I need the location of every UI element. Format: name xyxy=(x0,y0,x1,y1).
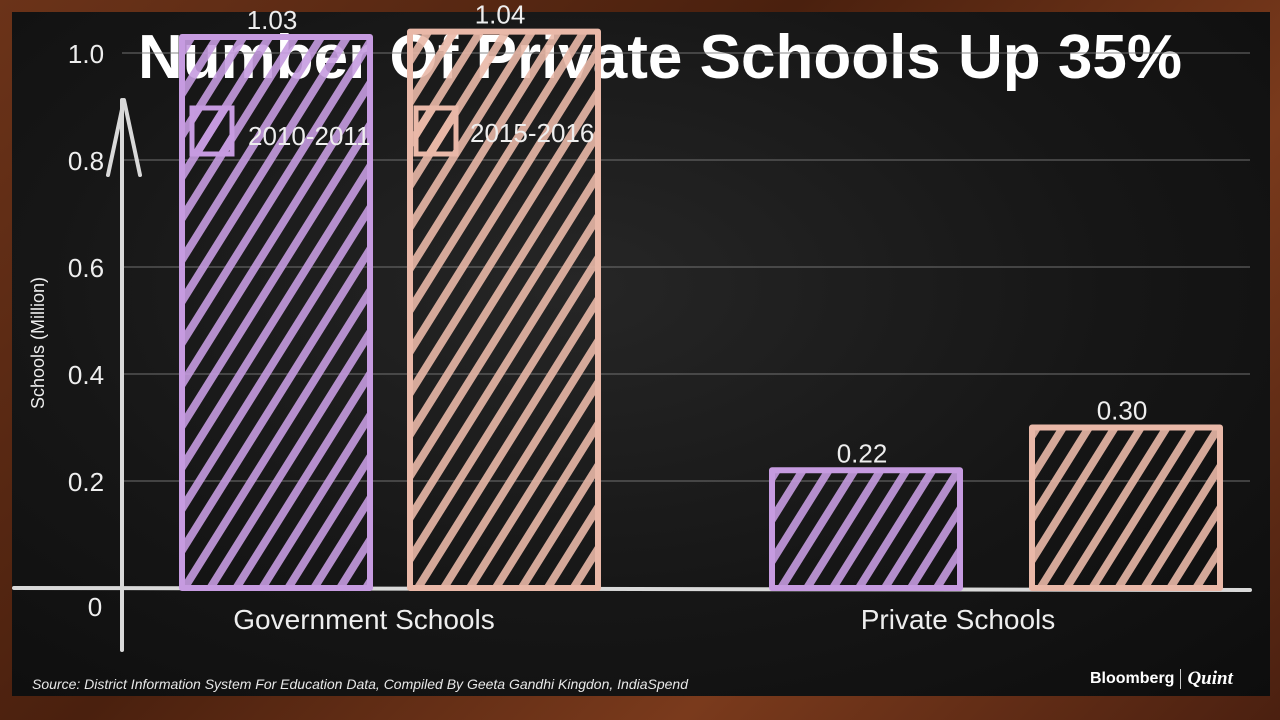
brand-divider xyxy=(1180,669,1182,689)
y-tick-label: 0.8 xyxy=(68,146,104,176)
bar xyxy=(179,33,373,591)
y-axis-arrow xyxy=(106,98,142,177)
source-note: Source: District Information System For … xyxy=(32,676,689,692)
y-tick-label: 0.2 xyxy=(68,467,104,497)
bar-fill xyxy=(1032,427,1220,588)
bar-fill xyxy=(772,470,960,588)
y-tick-label: 0.4 xyxy=(68,360,104,390)
y-tick-label: 0 xyxy=(88,592,102,622)
brand-logo: Bloomberg Quint xyxy=(1090,666,1266,692)
x-category-label: Government Schools xyxy=(233,604,494,635)
brand-bloomberg: Bloomberg xyxy=(1090,670,1175,687)
bar-value-label: 0.22 xyxy=(837,438,888,468)
y-tick-label: 0.6 xyxy=(68,253,104,283)
y-axis-label: Schools (Million) xyxy=(28,277,48,409)
x-category-label: Private Schools xyxy=(861,604,1056,635)
bar-value-label: 1.03 xyxy=(247,5,298,35)
legend-swatch xyxy=(189,105,235,157)
bar-value-label: 1.04 xyxy=(475,0,526,30)
bar xyxy=(1029,424,1223,591)
legend-label: 2015-2016 xyxy=(470,118,594,148)
bar-value-label: 0.30 xyxy=(1097,396,1148,426)
brand-quint: Quint xyxy=(1187,668,1233,689)
bar xyxy=(769,467,963,591)
y-tick-label: 1.0 xyxy=(68,39,104,69)
legend-swatch xyxy=(413,105,459,157)
bar xyxy=(407,28,601,592)
legend-label: 2010-2011 xyxy=(248,121,370,151)
